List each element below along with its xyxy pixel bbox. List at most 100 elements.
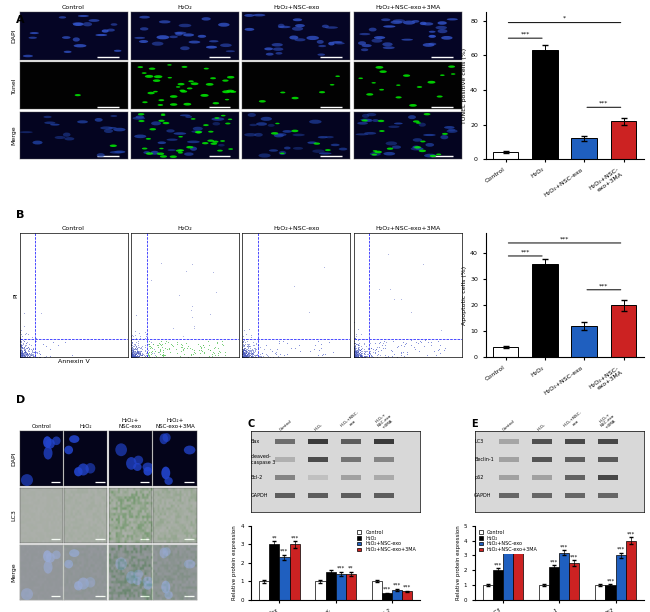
Point xyxy=(16,342,27,352)
Point xyxy=(128,351,138,361)
Text: E: E xyxy=(471,419,478,429)
Point xyxy=(380,353,391,362)
Point xyxy=(147,343,157,353)
Point xyxy=(16,351,27,360)
Ellipse shape xyxy=(222,80,229,82)
Point xyxy=(20,340,31,349)
Point xyxy=(243,349,254,359)
Ellipse shape xyxy=(64,51,72,53)
Point xyxy=(348,343,359,353)
Point xyxy=(17,342,27,352)
Point xyxy=(17,350,27,360)
Point xyxy=(370,348,380,358)
Point xyxy=(15,351,25,361)
Ellipse shape xyxy=(330,84,334,86)
Point xyxy=(416,337,426,347)
Point xyxy=(266,346,277,356)
Point xyxy=(354,352,365,362)
Point xyxy=(135,348,145,357)
Point xyxy=(247,348,257,358)
Point xyxy=(240,345,250,355)
Point xyxy=(144,352,155,362)
Point xyxy=(148,339,159,349)
Point xyxy=(189,347,200,357)
Ellipse shape xyxy=(317,53,325,56)
Point xyxy=(27,350,37,360)
Bar xyxy=(532,493,552,498)
Point xyxy=(237,346,248,356)
Bar xyxy=(374,476,395,480)
Ellipse shape xyxy=(254,133,263,136)
Ellipse shape xyxy=(265,47,273,50)
Point xyxy=(242,348,253,357)
Point xyxy=(127,352,137,362)
Point xyxy=(16,348,26,358)
Point xyxy=(246,346,257,356)
Point xyxy=(349,345,359,354)
Point xyxy=(245,341,255,351)
Point xyxy=(140,331,151,341)
Point xyxy=(351,348,361,358)
Ellipse shape xyxy=(184,446,196,455)
Point xyxy=(350,341,360,351)
Point xyxy=(240,348,250,357)
Point xyxy=(15,346,25,356)
Point xyxy=(246,351,257,361)
Ellipse shape xyxy=(250,124,257,126)
Point xyxy=(210,350,220,360)
Point xyxy=(242,337,252,346)
Point xyxy=(127,349,137,359)
Point xyxy=(146,275,156,285)
Point xyxy=(18,336,29,346)
Point xyxy=(16,350,27,360)
Point xyxy=(186,350,196,360)
Point xyxy=(140,346,150,356)
Point xyxy=(129,344,139,354)
Point xyxy=(207,351,218,361)
Point xyxy=(16,348,27,358)
Point xyxy=(237,347,248,357)
Point xyxy=(317,349,328,359)
Point xyxy=(139,350,150,360)
Point xyxy=(237,344,248,354)
Point xyxy=(128,351,138,360)
Point xyxy=(238,348,248,358)
Point xyxy=(240,348,250,358)
Point xyxy=(131,350,142,360)
Point xyxy=(23,353,33,362)
Point xyxy=(261,340,272,349)
Point xyxy=(133,351,144,360)
Point xyxy=(129,348,139,358)
Ellipse shape xyxy=(180,114,190,116)
Ellipse shape xyxy=(148,92,155,94)
Point xyxy=(391,343,402,353)
Point xyxy=(239,340,249,349)
Ellipse shape xyxy=(228,148,233,150)
Y-axis label: LC3: LC3 xyxy=(12,509,17,521)
Point xyxy=(131,341,141,351)
Point xyxy=(351,349,361,359)
Ellipse shape xyxy=(248,113,256,117)
Point xyxy=(132,346,142,356)
Point xyxy=(127,349,137,359)
Point xyxy=(246,351,256,360)
Title: H₂O₂: H₂O₂ xyxy=(177,226,192,231)
Point xyxy=(239,349,250,359)
Point xyxy=(352,349,363,359)
Point xyxy=(140,351,151,361)
Point xyxy=(14,337,25,346)
Point xyxy=(28,345,38,354)
Point xyxy=(351,351,361,361)
Point xyxy=(363,349,373,359)
Ellipse shape xyxy=(85,577,96,588)
Point xyxy=(354,348,365,357)
Point xyxy=(242,352,252,362)
Point xyxy=(129,352,140,362)
Point xyxy=(16,347,26,357)
Bar xyxy=(503,542,513,600)
Point xyxy=(360,341,370,351)
Point xyxy=(15,353,25,362)
Point xyxy=(129,349,140,359)
Point xyxy=(242,349,252,359)
Point xyxy=(238,347,248,357)
